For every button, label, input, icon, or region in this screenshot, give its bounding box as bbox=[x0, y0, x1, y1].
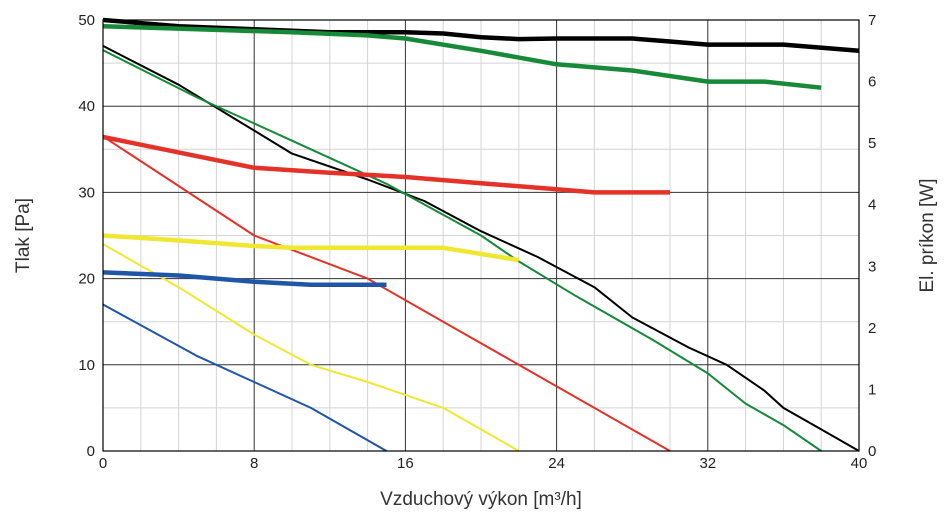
y-tick-label: 20 bbox=[78, 271, 95, 288]
power-curve-7 bbox=[102, 134, 670, 195]
y-tick-label: 50 bbox=[78, 12, 95, 29]
pressure-curves bbox=[102, 45, 860, 452]
plot-frame bbox=[102, 19, 860, 452]
y-tick-label: 10 bbox=[78, 357, 95, 374]
y2-axis-title: El. príkon [W] bbox=[917, 178, 938, 292]
y2-tick-label: 1 bbox=[868, 381, 876, 398]
y2-tick-label: 5 bbox=[868, 135, 876, 152]
x-axis-title: Vzduchový výkon [m³/h] bbox=[380, 489, 582, 510]
y-tick-label: 40 bbox=[78, 98, 95, 115]
y-tick-label: 30 bbox=[78, 184, 95, 201]
x-tick-label: 16 bbox=[397, 455, 414, 472]
x-tick-label: 32 bbox=[699, 455, 716, 472]
y2-tick-label: 6 bbox=[868, 74, 876, 91]
power-curves bbox=[102, 17, 860, 288]
pressure-curve-0 bbox=[102, 45, 860, 452]
y-tick-label: 0 bbox=[87, 443, 95, 460]
y-tick-labels: 0 10 20 30 40 50 bbox=[78, 12, 95, 460]
y2-tick-label: 2 bbox=[868, 320, 876, 337]
y2-tick-label: 4 bbox=[868, 197, 876, 214]
pressure-curve-4 bbox=[102, 303, 387, 452]
pressure-curve-1 bbox=[102, 49, 822, 452]
y2-tick-label: 7 bbox=[868, 12, 876, 29]
power-curve-9 bbox=[102, 270, 387, 288]
x-tick-label: 40 bbox=[851, 455, 868, 472]
y2-tick-label: 0 bbox=[868, 443, 876, 460]
y-axis-title: Tlak [Pa] bbox=[13, 198, 34, 273]
major-gridlines bbox=[103, 20, 859, 451]
pressure-curve-2 bbox=[102, 135, 671, 452]
power-curve-8 bbox=[102, 233, 520, 263]
x-tick-label: 0 bbox=[99, 455, 107, 472]
y2-tick-labels: 0 1 2 3 4 5 6 7 bbox=[868, 12, 876, 460]
power-curve-6 bbox=[102, 23, 822, 90]
x-tick-labels: 0 8 16 24 32 40 bbox=[99, 455, 868, 472]
y2-tick-label: 3 bbox=[868, 258, 876, 275]
x-tick-label: 8 bbox=[250, 455, 258, 472]
pressure-curve-3 bbox=[102, 243, 520, 452]
x-tick-label: 24 bbox=[548, 455, 565, 472]
